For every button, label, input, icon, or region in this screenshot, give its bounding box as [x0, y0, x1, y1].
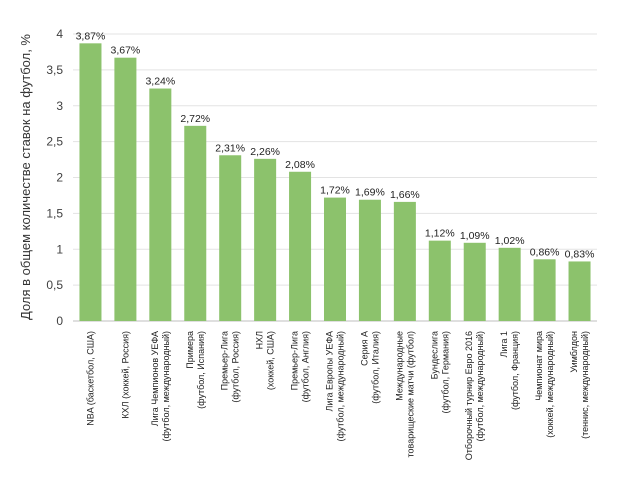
- y-tick-label: 0: [56, 314, 63, 328]
- data-label: 2,08%: [285, 159, 315, 171]
- category-label-line: (футбол, Англия): [301, 331, 311, 402]
- bar: [79, 43, 102, 321]
- data-label: 1,12%: [425, 228, 455, 240]
- data-label: 1,09%: [460, 230, 490, 242]
- category-label: Примера (футбол, Испания): [185, 331, 206, 409]
- data-label: 1,72%: [320, 185, 350, 197]
- y-tick-label: 1: [56, 242, 63, 256]
- y-axis-label: Доля в общем количестве ставок на футбол…: [18, 34, 33, 320]
- y-tick-label: 1,5: [46, 206, 63, 220]
- category-label: Серия А (футбол, Италия): [359, 331, 380, 404]
- category-label-line: Бундеслига: [429, 331, 439, 379]
- category-label-line: (футбол, Испания): [196, 331, 206, 409]
- category-label: Премьер-Лига (футбол, Россия): [220, 331, 241, 403]
- category-label: Премьер-Лига (футбол, Англия): [290, 331, 311, 402]
- category-label-line: (футбол, международный): [336, 331, 346, 442]
- category-label: Международные товарищеские матчи (футбол): [394, 331, 415, 458]
- bar: [323, 197, 347, 321]
- category-label: Отборочный турнир Евро 2016 (футбол, межд…: [464, 331, 485, 460]
- bar: [498, 247, 521, 321]
- category-label-line: НХЛ: [255, 331, 265, 350]
- bars: [79, 43, 591, 322]
- category-label-line: Международные: [394, 331, 404, 401]
- category-label-line: (футбол, Россия): [231, 331, 241, 403]
- bar: [184, 125, 207, 321]
- category-label: Уимблдон (теннис, международный): [569, 331, 590, 439]
- data-label: 0,83%: [565, 248, 595, 260]
- bar: [428, 240, 451, 321]
- y-tick-label: 2,5: [46, 135, 63, 149]
- bar: [393, 201, 416, 321]
- category-labels: NBA (баскетбол, США) КХЛ (хоккей, Россия)…: [85, 331, 590, 460]
- data-label: 1,69%: [355, 187, 385, 199]
- category-label-line: КХЛ (хоккей, Россия): [120, 331, 130, 419]
- category-label-line: Отборочный турнир Евро 2016: [464, 331, 474, 460]
- bar: [533, 259, 556, 321]
- category-label-line: NBA (баскетбол, США): [85, 331, 95, 426]
- bar: [289, 171, 312, 321]
- y-tick-label: 2: [56, 171, 63, 185]
- category-label: Лига 1 (футбол, Франция): [499, 331, 520, 410]
- data-label: 2,26%: [250, 146, 280, 158]
- category-label-line: (хоккей, США): [266, 331, 276, 390]
- category-label: НХЛ (хоккей, США): [255, 331, 276, 390]
- bar: [254, 158, 277, 321]
- bar: [219, 155, 242, 321]
- data-label: 1,02%: [495, 235, 525, 247]
- category-label-line: (футбол, Германия): [440, 331, 450, 413]
- category-label-line: товарищеские матчи (футбол): [405, 331, 415, 458]
- category-label-line: Чемпионат мира: [534, 331, 544, 401]
- data-label: 0,86%: [530, 246, 560, 258]
- data-labels: 3,87% 3,67% 3,24% 2,72% 2,31% 2,26% 2,08% 1,72%…: [76, 30, 595, 260]
- bar: [114, 57, 137, 322]
- category-label: Бундеслига (футбол, Германия): [429, 331, 450, 413]
- category-label-line: Лига Чемпионов УЕФА: [150, 331, 160, 426]
- y-tick-label: 4: [56, 27, 63, 41]
- data-label: 1,66%: [390, 189, 420, 201]
- bar: [358, 199, 381, 321]
- category-label: Лига Чемпионов УЕФА (футбол, международны…: [150, 331, 171, 442]
- data-label: 3,67%: [111, 45, 141, 57]
- y-tick-label: 0,5: [46, 278, 63, 292]
- data-label: 3,24%: [145, 76, 175, 88]
- bar: [463, 242, 486, 321]
- category-label: КХЛ (хоккей, Россия): [120, 331, 130, 419]
- category-label: Чемпионат мира (хоккей, международный): [534, 331, 555, 438]
- bar: [149, 88, 172, 321]
- y-axis-ticks: 0 0,5 1 1,5 2 2,5 3 3,5 4: [46, 27, 63, 328]
- category-label-line: Серия А: [359, 331, 369, 366]
- category-label-line: Премьер-Лига: [220, 331, 230, 390]
- bar: [568, 261, 591, 321]
- category-label-line: (футбол, Франция): [510, 331, 520, 410]
- data-label: 2,31%: [215, 142, 245, 154]
- category-label: NBA (баскетбол, США): [85, 331, 95, 426]
- category-label-line: Премьер-Лига: [290, 331, 300, 390]
- category-label: Лига Европы УЕФА (футбол, международный): [325, 331, 346, 442]
- category-label-line: (хоккей, международный): [545, 331, 555, 438]
- category-label-line: Лига 1: [499, 331, 509, 358]
- data-label: 3,87%: [76, 30, 106, 42]
- data-label: 2,72%: [180, 113, 210, 125]
- y-tick-label: 3,5: [46, 63, 63, 77]
- category-label-line: Уимблдон: [569, 331, 579, 373]
- category-label-line: (теннис, международный): [580, 331, 590, 439]
- category-label-line: (футбол, Италия): [370, 331, 380, 404]
- category-label-line: Лига Европы УЕФА: [325, 331, 335, 412]
- y-tick-label: 3: [56, 99, 63, 113]
- category-label-line: (футбол, международный): [161, 331, 171, 442]
- category-label-line: (футбол, международный): [475, 331, 485, 442]
- category-label-line: Примера: [185, 331, 195, 369]
